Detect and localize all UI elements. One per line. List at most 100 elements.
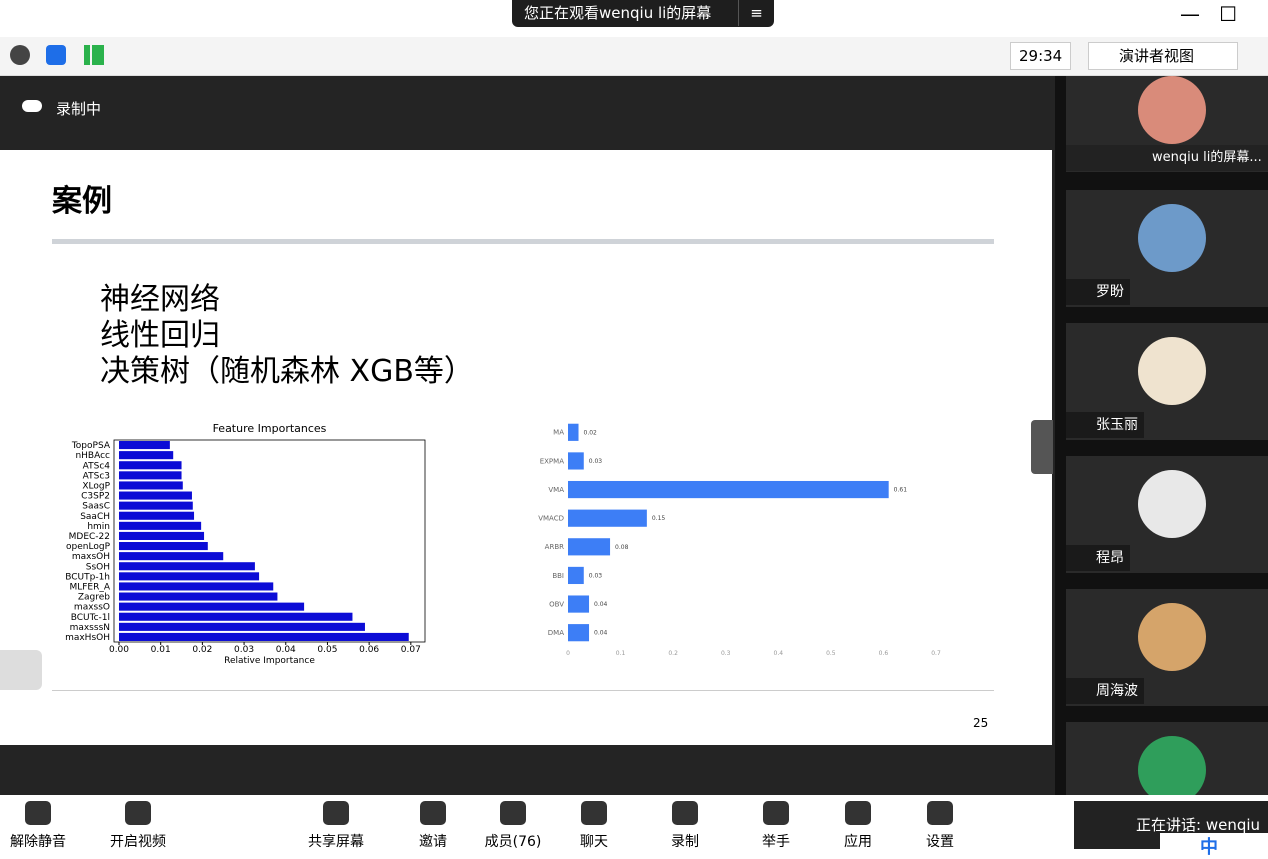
y-tick-label: ATSc4 bbox=[83, 461, 111, 471]
y-tick-label: SaasC bbox=[82, 502, 110, 512]
x-axis-label: Relative Importance bbox=[224, 656, 315, 666]
bar bbox=[568, 480, 889, 499]
x-tick-label: 0.02 bbox=[192, 645, 212, 655]
bar bbox=[119, 582, 274, 591]
button-icon bbox=[763, 801, 789, 825]
y-tick-label: maxsssN bbox=[70, 623, 110, 633]
ime-status[interactable]: 中 bbox=[1160, 833, 1268, 858]
x-tick-label: 0.00 bbox=[109, 645, 129, 655]
avatar bbox=[1138, 736, 1206, 804]
toolbar-button[interactable]: 录制 bbox=[645, 795, 725, 851]
window-controls[interactable]: — ☐ bbox=[1180, 2, 1238, 26]
bar bbox=[119, 552, 224, 561]
button-icon bbox=[845, 801, 871, 825]
bar bbox=[119, 531, 205, 540]
toolbar-button[interactable]: 聊天 bbox=[554, 795, 634, 851]
y-tick-label: VMA bbox=[548, 486, 564, 494]
bottom-toolbar: 解除静音 开启视频 共享屏幕 邀请 成员(76) 聊天 录制 举手 应用 设置 bbox=[0, 795, 1268, 857]
bullet: 决策树（随机森林 XGB等） bbox=[100, 354, 474, 389]
participant-name: 程昂 bbox=[1066, 545, 1130, 571]
avatar bbox=[1138, 337, 1206, 405]
y-tick-label: maxsOH bbox=[72, 552, 110, 562]
toolbar-button[interactable]: 应用 bbox=[818, 795, 898, 851]
chart: 0 0.1 0.2 0.3 0.4 0.5 0.6 0.7 MA 0.02 EXPMA 0.03 VMA… bbox=[538, 423, 941, 657]
participant-tile: 程昂 bbox=[1066, 456, 1268, 573]
button-label: 共享屏幕 bbox=[308, 834, 364, 850]
bar bbox=[119, 521, 202, 530]
button-label: 举手 bbox=[762, 834, 790, 850]
button-icon bbox=[420, 801, 446, 825]
toolbar-button[interactable]: 设置 bbox=[900, 795, 980, 851]
y-tick-label: BCUTp-1h bbox=[65, 572, 110, 582]
info-icon[interactable] bbox=[10, 45, 30, 65]
bar bbox=[119, 602, 305, 611]
x-tick-label: 0.4 bbox=[774, 650, 784, 657]
y-tick-label: XLogP bbox=[82, 481, 110, 491]
view-mode[interactable]: 演讲者视图 bbox=[1088, 42, 1238, 70]
x-tick-label: 0.2 bbox=[668, 650, 678, 657]
footer-rule bbox=[52, 690, 994, 691]
slide-title: 案例 bbox=[52, 184, 112, 219]
button-icon bbox=[672, 801, 698, 825]
security-icon[interactable] bbox=[46, 45, 66, 65]
participant-name: 罗盼 bbox=[1066, 279, 1130, 305]
bar bbox=[119, 451, 174, 460]
value-label: 0.61 bbox=[894, 487, 908, 494]
x-tick-label: 0.1 bbox=[616, 650, 626, 657]
toolbar-button[interactable]: 开启视频 bbox=[98, 795, 178, 851]
y-tick-label: ARBR bbox=[545, 543, 564, 551]
bullet-list: 神经网络 线性回归 决策树（随机森林 XGB等） bbox=[100, 282, 474, 390]
y-tick-label: TopoPSA bbox=[71, 441, 111, 451]
avatar bbox=[1138, 470, 1206, 538]
x-tick-label: 0.01 bbox=[151, 645, 171, 655]
bar bbox=[568, 566, 584, 585]
bar bbox=[119, 481, 183, 490]
bar bbox=[568, 509, 647, 527]
y-tick-label: EXPMA bbox=[540, 457, 564, 465]
x-tick-label: 0.03 bbox=[234, 645, 254, 655]
toolbar-button[interactable]: 邀请 bbox=[393, 795, 473, 851]
panel-toggle[interactable] bbox=[1031, 420, 1053, 474]
y-tick-label: hmin bbox=[87, 522, 110, 532]
button-label: 录制 bbox=[671, 834, 699, 850]
button-label: 解除静音 bbox=[10, 834, 66, 850]
value-label: 0.04 bbox=[594, 601, 608, 608]
banner-text: 您正在观看wenqiu li的屏幕 bbox=[524, 4, 712, 22]
button-label: 成员(76) bbox=[484, 834, 542, 850]
avatar bbox=[1138, 204, 1206, 272]
value-label: 0.03 bbox=[589, 458, 603, 465]
signal-icon[interactable] bbox=[84, 45, 104, 65]
bar bbox=[119, 542, 208, 551]
y-tick-label: MLFER_A bbox=[69, 582, 110, 592]
banner-menu[interactable]: ≡ bbox=[738, 0, 774, 26]
participant-name: wenqiu li的屏幕... bbox=[1066, 145, 1268, 171]
bar bbox=[119, 572, 260, 581]
y-tick-label: BCUTc-1l bbox=[71, 613, 110, 623]
bar bbox=[119, 501, 193, 510]
bar bbox=[119, 441, 170, 450]
slide: 案例 神经网络 线性回归 决策树（随机森林 XGB等） 25 bbox=[0, 150, 1052, 745]
plot-frame bbox=[113, 439, 426, 643]
participant-tile: 罗盼 bbox=[1066, 190, 1268, 307]
y-tick-label: maxHsOH bbox=[65, 633, 110, 643]
sharing-banner[interactable]: 您正在观看wenqiu li的屏幕 ≡ bbox=[512, 0, 774, 27]
y-tick-label: VMACD bbox=[538, 515, 564, 523]
outline-button[interactable] bbox=[0, 650, 42, 690]
participant-panel: wenqiu li的屏幕... 罗盼 张玉丽 程昂 周海波 bbox=[1055, 76, 1268, 804]
y-tick-label: OBV bbox=[549, 600, 564, 608]
bar bbox=[119, 511, 195, 520]
y-tick-label: BBI bbox=[552, 572, 564, 580]
x-tick-label: 0 bbox=[566, 650, 570, 657]
toolbar-button[interactable]: 解除静音 bbox=[0, 795, 78, 851]
toolbar-button[interactable]: 举手 bbox=[736, 795, 816, 851]
bar bbox=[568, 595, 590, 613]
y-tick-label: C3SP2 bbox=[81, 492, 110, 502]
bar bbox=[119, 622, 365, 631]
participant-name: 张玉丽 bbox=[1066, 412, 1144, 438]
toolbar-button[interactable]: 共享屏幕 bbox=[296, 795, 376, 851]
bar bbox=[119, 461, 182, 470]
toolbar-button[interactable]: 成员(76) bbox=[473, 795, 553, 851]
value-label: 0.04 bbox=[594, 630, 608, 637]
